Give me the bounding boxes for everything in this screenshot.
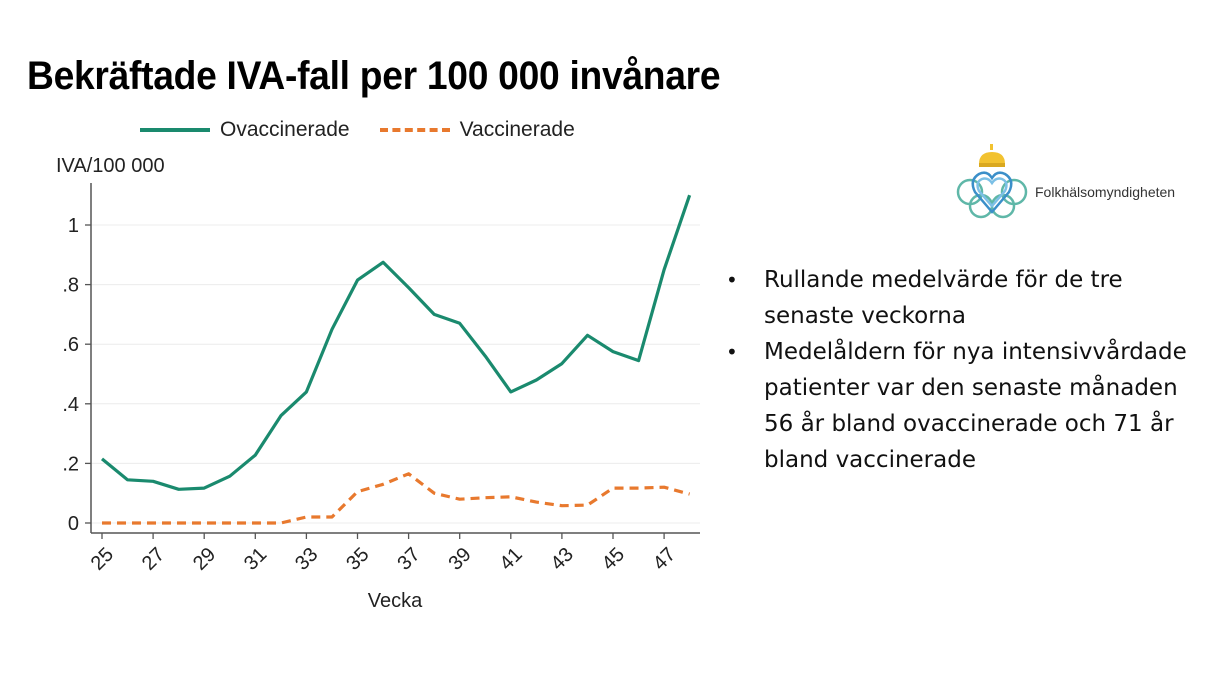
bullet-dot-icon: • bbox=[726, 268, 738, 292]
x-tick-label: 37 bbox=[393, 543, 424, 574]
series-vaccinerade-line bbox=[102, 472, 691, 525]
x-tick-label: 47 bbox=[649, 543, 680, 574]
x-tick-label: 33 bbox=[291, 543, 322, 574]
logo-text: Folkhälsomyndigheten bbox=[1035, 184, 1176, 200]
x-tick-label: 39 bbox=[444, 543, 475, 574]
chart-legend: Ovaccinerade Vaccinerade bbox=[140, 116, 605, 144]
legend-item-vaccinerade: Vaccinerade bbox=[379, 118, 575, 142]
y-tick-label: .2 bbox=[62, 453, 79, 475]
y-tick-label: .4 bbox=[62, 394, 79, 416]
crown-heart-logo-icon bbox=[956, 144, 1028, 219]
x-tick-label: 29 bbox=[189, 543, 220, 574]
line-chart: IVA/100 000 0 .2 .4 .6 .8 1 25 27 29 31 33 35 37 39 4… bbox=[56, 155, 700, 612]
y-tick-label: 0 bbox=[68, 513, 79, 535]
x-tick-label: 25 bbox=[87, 543, 118, 574]
y-axis-title: IVA/100 000 bbox=[56, 155, 165, 177]
legend-label: Vaccinerade bbox=[459, 118, 575, 141]
bullet-dot-icon: • bbox=[726, 340, 738, 364]
y-axis-ticks: 0 .2 .4 .6 .8 1 bbox=[62, 215, 91, 535]
legend-label: Ovaccinerade bbox=[220, 118, 350, 141]
gridlines bbox=[91, 224, 700, 524]
x-axis-ticks: 25 27 29 31 33 35 37 39 41 43 45 47 bbox=[87, 533, 680, 575]
slide-title: Bekräftade IVA-fall per 100 000 invånare bbox=[27, 54, 721, 98]
dashed-line-swatch-icon bbox=[379, 128, 450, 132]
x-tick-label: 45 bbox=[598, 543, 629, 574]
bullet-item: • Rullande medelvärde för de tre senaste … bbox=[722, 262, 1212, 334]
series-ovaccinerade-line bbox=[100, 194, 692, 491]
folkhalsomyndigheten-logo: Folkhälsomyndigheten bbox=[955, 143, 1195, 223]
x-tick-label: 27 bbox=[138, 543, 169, 574]
legend-item-ovaccinerade: Ovaccinerade bbox=[140, 118, 350, 142]
y-tick-label: .8 bbox=[62, 275, 79, 297]
y-tick-label: 1 bbox=[68, 215, 79, 237]
x-tick-label: 43 bbox=[547, 543, 578, 574]
solid-line-swatch-icon bbox=[140, 128, 210, 132]
x-axis-title: Vecka bbox=[368, 590, 423, 612]
y-tick-label: .6 bbox=[62, 334, 79, 356]
bullet-list: • Rullande medelvärde för de tre senaste … bbox=[722, 262, 1212, 478]
x-tick-label: 35 bbox=[342, 543, 373, 574]
bullet-item: • Medelåldern för nya intensivvårdade pat… bbox=[722, 334, 1212, 478]
x-tick-label: 31 bbox=[240, 543, 271, 574]
x-tick-label: 41 bbox=[496, 543, 527, 574]
